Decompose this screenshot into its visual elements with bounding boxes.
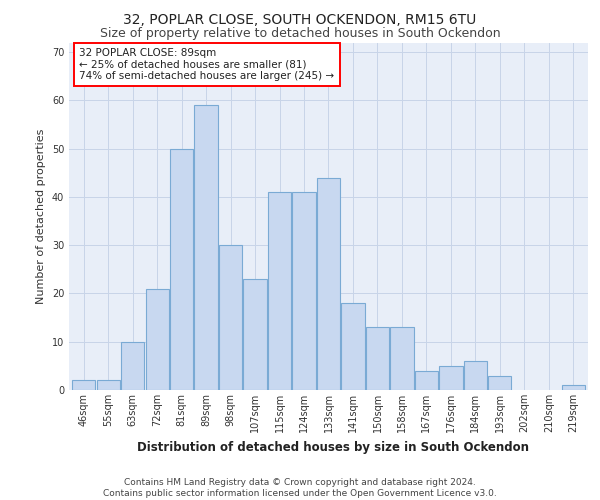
Bar (488, 376, 511, 390)
Bar (439, 366, 463, 390)
Bar (268, 192, 291, 390)
Text: 32, POPLAR CLOSE, SOUTH OCKENDON, RM15 6TU: 32, POPLAR CLOSE, SOUTH OCKENDON, RM15 6… (124, 12, 476, 26)
Text: Contains HM Land Registry data © Crown copyright and database right 2024.
Contai: Contains HM Land Registry data © Crown c… (103, 478, 497, 498)
Bar (219, 245, 242, 390)
Bar (415, 370, 438, 390)
Bar (146, 288, 169, 390)
Bar (194, 105, 218, 390)
Bar (562, 385, 585, 390)
Bar (292, 192, 316, 390)
Text: 32 POPLAR CLOSE: 89sqm
← 25% of detached houses are smaller (81)
74% of semi-det: 32 POPLAR CLOSE: 89sqm ← 25% of detached… (79, 48, 335, 81)
Bar (464, 361, 487, 390)
Text: Distribution of detached houses by size in South Ockendon: Distribution of detached houses by size … (137, 441, 529, 454)
Bar (244, 279, 266, 390)
Bar (317, 178, 340, 390)
Bar (366, 328, 389, 390)
Y-axis label: Number of detached properties: Number of detached properties (36, 128, 46, 304)
Bar (170, 148, 193, 390)
Bar (97, 380, 120, 390)
Text: Size of property relative to detached houses in South Ockendon: Size of property relative to detached ho… (100, 28, 500, 40)
Bar (121, 342, 144, 390)
Bar (341, 303, 365, 390)
Bar (72, 380, 95, 390)
Bar (391, 328, 413, 390)
